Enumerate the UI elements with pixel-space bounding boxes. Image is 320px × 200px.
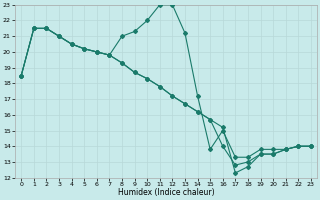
X-axis label: Humidex (Indice chaleur): Humidex (Indice chaleur) (118, 188, 214, 197)
